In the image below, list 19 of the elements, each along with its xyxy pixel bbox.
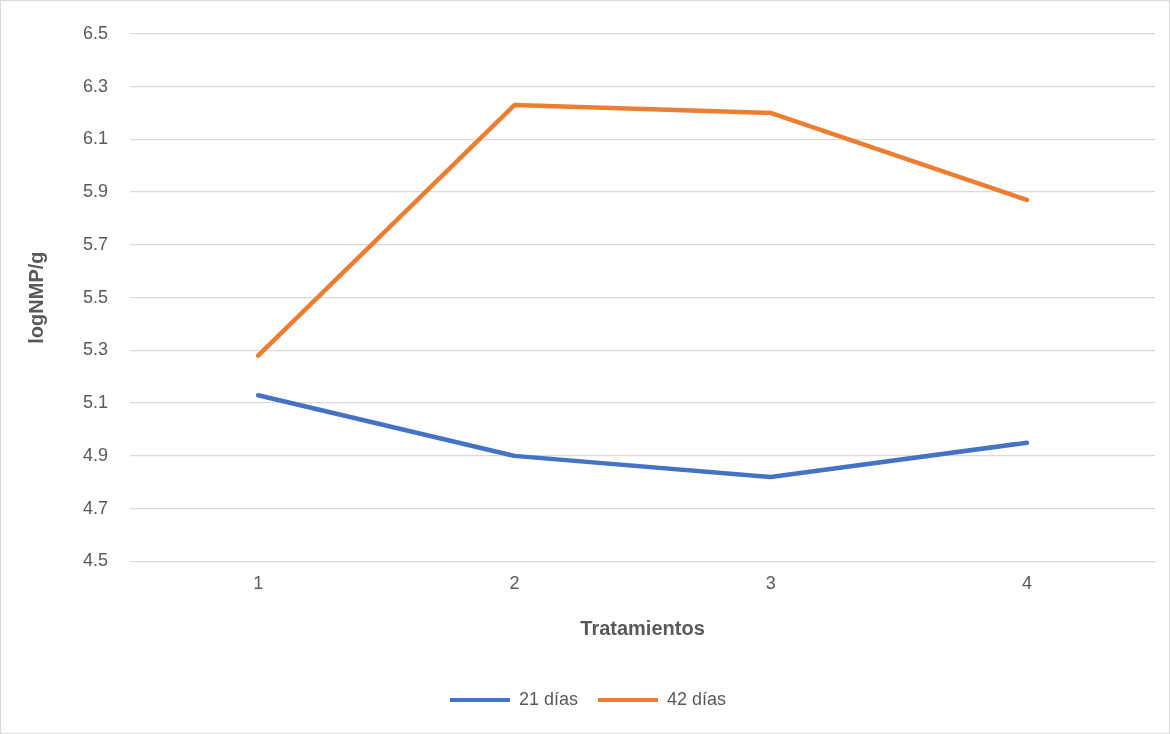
y-tick-label: 5.3 — [82, 339, 109, 360]
y-tick-label: 5.7 — [82, 233, 109, 254]
legend-label: 21 días — [518, 688, 578, 709]
y-tick-label: 6.1 — [82, 128, 109, 149]
x-tick-label: 1 — [253, 573, 264, 594]
y-tick-label: 4.7 — [82, 497, 109, 518]
x-tick-label: 4 — [1021, 573, 1032, 594]
x-axis-title: Tratamientos — [580, 616, 705, 639]
y-tick-label: 5.5 — [82, 286, 109, 307]
y-axis-title: logNMP/g — [24, 251, 47, 344]
y-tick-label: 6.3 — [82, 75, 109, 96]
legend-label: 42 días — [667, 688, 727, 709]
x-tick-label: 2 — [509, 573, 520, 594]
y-tick-label: 4.9 — [82, 444, 109, 465]
y-tick-label: 5.1 — [82, 392, 109, 413]
y-tick-label: 6.5 — [82, 22, 109, 43]
y-tick-label: 5.9 — [82, 181, 109, 202]
y-tick-label: 4.5 — [82, 550, 109, 571]
x-tick-label: 3 — [765, 573, 776, 594]
